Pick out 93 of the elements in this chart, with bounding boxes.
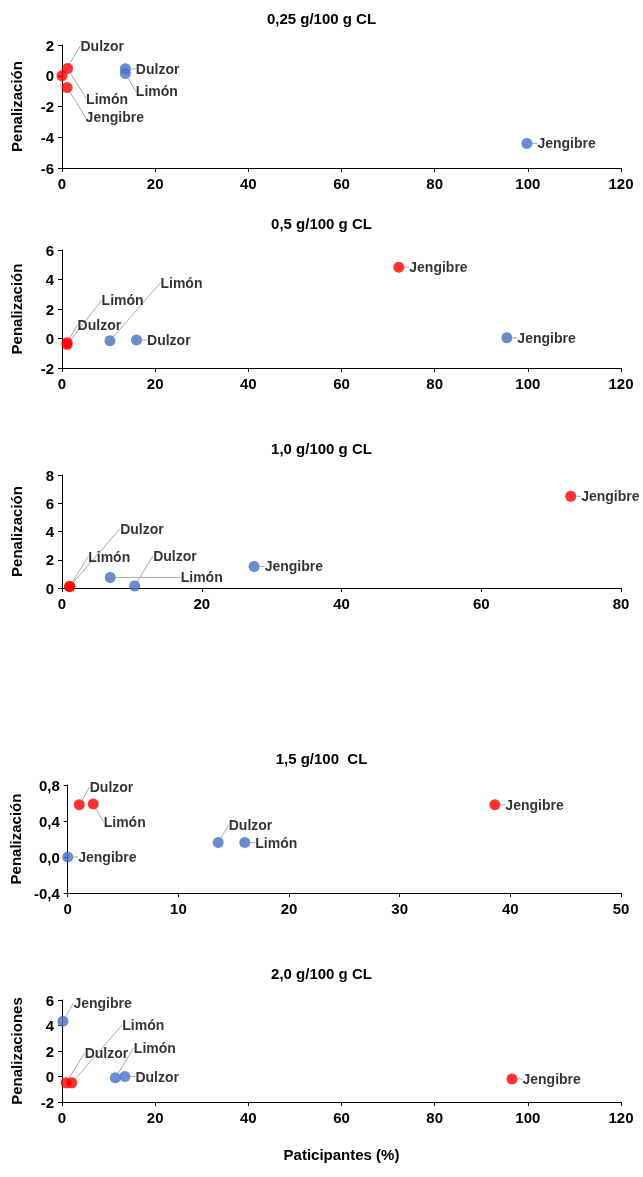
data-label: Dulzor [135,60,180,77]
data-label: Limón [88,548,131,565]
data-label: Jengibre [85,109,145,126]
data-label: Dulzor [77,316,122,333]
y-tick-label: 2 [45,551,54,569]
y-axis-title: Penalización [8,263,25,355]
y-tick-label: 4 [45,523,55,540]
y-axis-title: Penalización [7,793,24,885]
y-tick-label: 0 [45,67,54,85]
x-tick-label: 20 [146,375,164,392]
data-label: Dulzor [153,547,198,564]
data-label: Jengibre [505,796,564,813]
y-tick-label: 6 [45,241,54,259]
data-label: Limón [255,834,298,851]
x-tick-label: 60 [333,375,350,392]
data-label: Jengibre [517,329,576,346]
y-tick-label: 0 [45,1068,54,1085]
y-tick-label: 6 [45,991,54,1009]
x-tick-label: 60 [333,1109,350,1126]
data-label: Dulzor [84,1044,129,1061]
chart-title: 1,5 g/100 CL [275,750,368,767]
x-tick-label: 0 [63,900,72,917]
y-tick-label: -2 [40,359,54,377]
y-tick-label: -2 [40,98,54,115]
x-tick-label: 60 [333,175,350,192]
x-tick-label: 100 [515,175,541,192]
data-label: Dulzor [89,778,134,795]
data-label: Limón [86,90,129,107]
x-tick-label: 50 [612,900,630,917]
y-axis-title: Penalización [8,486,25,577]
data-label: Limón [180,569,223,586]
x-tick-label: 40 [239,375,257,392]
y-tick-label: -2 [40,1093,54,1111]
data-label: Jengibre [264,558,324,575]
x-tick-label: 80 [612,595,630,612]
y-tick-label: 2 [45,1042,54,1060]
data-label: Dulzor [120,520,165,537]
y-tick-label: -4 [40,128,55,146]
data-label: Limón [133,1039,176,1056]
chart-title: 2,0 g/100 g CL [271,965,372,982]
x-tick-label: 20 [193,595,211,612]
data-label: Dulzor [80,37,125,54]
data-label: Jengibre [78,849,137,865]
x-tick-label: 120 [608,175,634,192]
x-tick-label: 80 [426,175,444,192]
y-tick-label: -0,4 [33,884,61,902]
x-tick-label: 120 [608,375,634,392]
x-tick-label: 120 [608,1109,634,1126]
y-tick-label: 2 [45,300,54,318]
x-tick-label: 40 [239,175,257,192]
x-tick-label: 20 [280,900,298,917]
y-tick-label: 0 [45,330,54,347]
data-label: Dulzor [228,816,273,833]
data-label: Jengibre [409,259,468,276]
x-tick-label: 80 [426,1109,444,1126]
data-label: Limón [135,83,178,100]
data-label: Dulzor [147,331,192,348]
y-tick-label: 0,4 [38,812,61,830]
x-tick-label: 80 [426,375,444,392]
y-tick-label: 4 [45,1017,55,1034]
y-axis-title: Penalización [8,61,25,152]
data-label: Limón [101,292,144,309]
data-label: Jengibre [73,995,132,1012]
data-label: Limón [103,813,146,830]
y-tick-label: 8 [45,466,54,484]
x-tick-label: 10 [170,900,187,917]
x-tick-label: 20 [146,1109,164,1126]
data-label: Jengibre [522,1071,582,1088]
chart-title: 1,0 g/100 g CL [271,440,372,457]
data-label: Jengibre [537,135,596,152]
y-tick-label: 0 [45,579,54,597]
data-label: Limón [122,1016,165,1033]
x-tick-label: 40 [239,1109,257,1126]
data-label: Dulzor [135,1068,180,1085]
x-tick-label: 40 [333,595,350,612]
data-label: Limón [160,274,203,291]
x-tick-label: 30 [391,900,409,917]
y-tick-label: -6 [40,159,54,177]
y-tick-label: 0,8 [38,776,60,794]
x-tick-label: 60 [472,595,490,612]
x-tick-label: 20 [146,175,164,192]
y-tick-label: 0,0 [38,848,60,866]
x-tick-label: 100 [515,1109,541,1126]
y-tick-label: 2 [45,36,54,54]
y-tick-label: 4 [45,271,55,288]
y-axis-title: Penalizaciones [8,997,25,1105]
x-tick-label: 40 [502,900,519,917]
data-label: Jengibre [581,488,640,505]
chart-title: 0,25 g/100 g CL [266,10,377,27]
chart-title: 0,5 g/100 g CL [271,215,372,232]
y-tick-label: 6 [45,494,54,512]
x-axis-title: Paticipantes (%) [283,1146,400,1163]
x-tick-label: 100 [515,375,541,392]
